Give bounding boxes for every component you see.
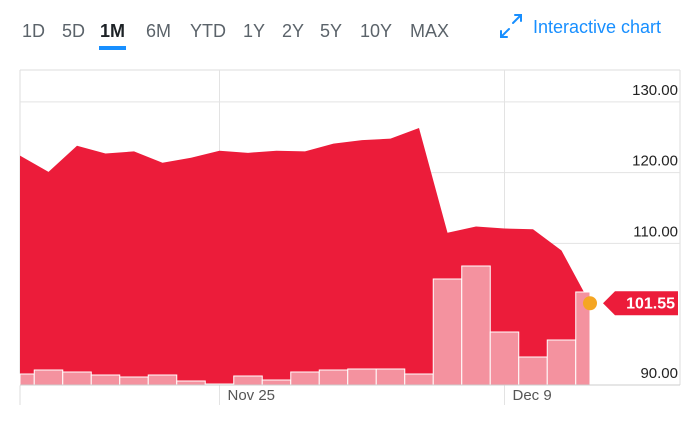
range-tab[interactable]: MAX <box>410 21 449 41</box>
volume-bar <box>318 369 349 386</box>
range-tab[interactable]: 2Y <box>282 21 304 41</box>
interactive-chart-icon[interactable] <box>500 14 522 38</box>
range-tab[interactable]: 1M <box>100 21 125 41</box>
x-tick-label: Dec 9 <box>513 387 552 404</box>
volume-bar <box>261 379 292 386</box>
y-tick-label: 90.00 <box>640 365 678 382</box>
volume-bar <box>432 278 463 386</box>
range-tab[interactable]: 5Y <box>320 21 342 41</box>
last-price-dot <box>583 296 597 311</box>
volume-bar <box>461 265 491 386</box>
volume-bar <box>62 371 92 386</box>
volume-bar <box>90 374 121 386</box>
active-tab-underline <box>99 46 127 50</box>
icon-stroke <box>500 30 508 38</box>
volume-bar <box>518 356 548 386</box>
x-tick-label: Nov 25 <box>228 387 276 404</box>
y-tick-label: 120.00 <box>632 153 678 170</box>
volume-bar <box>404 373 434 386</box>
icon-stroke <box>514 14 522 22</box>
range-tab[interactable]: 1D <box>22 21 45 41</box>
y-tick-label: 130.00 <box>632 82 678 99</box>
volume-bar <box>375 368 406 386</box>
volume-bar <box>233 375 263 386</box>
range-tab[interactable]: 1Y <box>243 21 265 41</box>
volume-bar <box>489 331 520 386</box>
icon-stroke <box>500 28 510 38</box>
volume-bar <box>19 373 35 386</box>
icon-stroke <box>512 14 522 24</box>
range-tab[interactable]: 10Y <box>360 21 392 41</box>
interactive-chart-link[interactable]: Interactive chart <box>533 17 661 37</box>
volume-bar <box>176 380 206 386</box>
volume-bar <box>290 371 320 386</box>
last-price-tag <box>603 291 678 316</box>
volume-bar <box>119 376 149 386</box>
volume-bar <box>33 369 64 386</box>
range-tab[interactable]: 5D <box>62 21 85 41</box>
volume-bar <box>546 339 577 386</box>
y-tick-label: 110.00 <box>633 223 678 240</box>
range-tab[interactable]: YTD <box>190 21 226 41</box>
volume-bar <box>347 368 377 386</box>
last-price-label: 101.55 <box>626 295 675 312</box>
range-tab[interactable]: 6M <box>146 21 171 41</box>
volume-bar <box>147 374 178 386</box>
